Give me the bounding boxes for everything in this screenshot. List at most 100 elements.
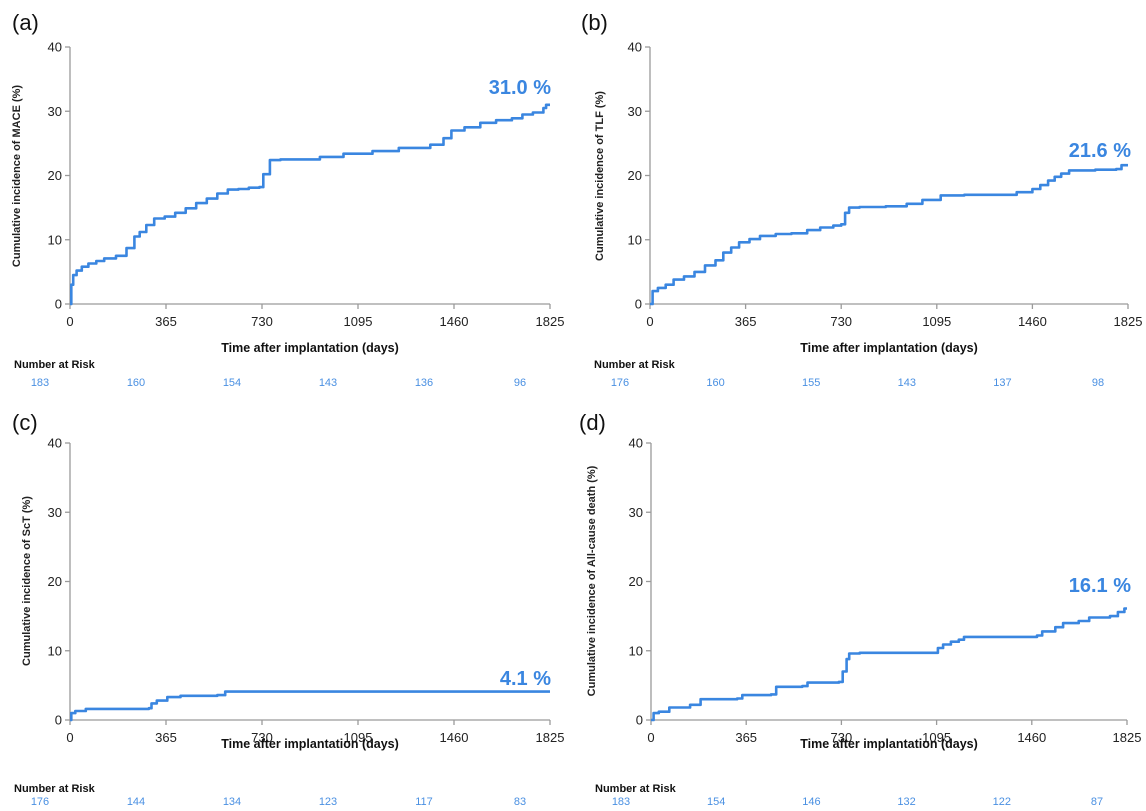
final-value-label: 4.1 % [500,668,551,690]
risk-count: 143 [319,377,337,389]
y-tick-label: 30 [48,505,62,520]
x-tick-label: 1095 [344,730,373,745]
incidence-curve [70,690,550,722]
risk-count: 98 [1092,377,1104,389]
risk-count: 123 [319,796,337,808]
y-tick-label: 20 [628,168,642,183]
y-axis-label: Cumulative incidence of TLF (%) [594,91,606,261]
panel-b: (b) 0 10 20 30 40 0 365 730 1095 1460 1825 Time afte… [573,0,1146,405]
y-tick-label: 10 [48,643,62,658]
risk-count: 183 [612,796,630,808]
risk-count: 176 [31,796,49,808]
x-tick-label: 1825 [536,314,565,329]
y-tick-label: 10 [48,232,62,247]
risk-title: Number at Risk [14,359,96,371]
y-tick-label: 0 [55,297,62,312]
incidence-curve [70,103,550,306]
y-tick-label: 0 [55,713,62,728]
x-tick-label: 365 [735,730,757,745]
final-value-label: 31.0 % [489,77,551,99]
y-tick-label: 40 [628,40,642,55]
chart-mace: (a) 0 10 20 30 40 0 365 730 1095 1460 1825 Time afte… [11,10,565,389]
final-value-label: 21.6 % [1069,140,1131,162]
x-tick-label: 0 [646,314,653,329]
panel-a: (a) 0 10 20 30 40 0 365 730 1095 1460 1825 Time afte… [0,0,573,405]
chart-sct: (c) 0 10 20 30 40 0 365 730 1095 1460 1825 Time afte… [12,410,565,808]
risk-count: 136 [415,377,433,389]
y-tick-label: 20 [629,574,643,589]
risk-count: 122 [993,796,1011,808]
y-tick-label: 30 [628,104,642,119]
risk-count: 154 [223,377,241,389]
x-tick-label: 730 [831,730,853,745]
y-axis-label: Cumulative incidence of ScT (%) [21,496,33,666]
y-tick-label: 30 [629,505,643,520]
risk-count: 83 [514,796,526,808]
panel-label: (b) [581,10,608,35]
y-tick-label: 40 [629,436,643,451]
risk-count: 160 [127,377,145,389]
x-axis-label: Time after implantation (days) [221,341,399,355]
x-tick-label: 1460 [1017,730,1046,745]
x-axis-label: Time after implantation (days) [800,737,978,751]
risk-count: 146 [802,796,820,808]
panel-d: (d) 0 10 20 30 40 0 365 730 1095 1460 1825 Time afte… [573,405,1146,811]
y-tick-label: 20 [48,168,62,183]
x-tick-label: 1460 [440,314,469,329]
panel-label: (c) [12,410,38,435]
x-tick-label: 1095 [344,314,373,329]
y-tick-label: 40 [48,40,62,55]
risk-count: 87 [1091,796,1103,808]
chart-all-cause-death: (d) 0 10 20 30 40 0 365 730 1095 1460 1825 Time afte… [579,410,1142,808]
y-axis-label: Cumulative incidence of MACE (%) [11,85,23,267]
y-tick-label: 10 [629,643,643,658]
x-tick-label: 1825 [536,730,565,745]
risk-count: 143 [898,377,916,389]
panel-c: (c) 0 10 20 30 40 0 365 730 1095 1460 1825 Time afte… [0,405,573,811]
y-tick-label: 20 [48,574,62,589]
x-tick-label: 1825 [1114,314,1143,329]
incidence-curve [651,607,1127,722]
panel-label: (a) [12,10,39,35]
risk-count: 132 [897,796,915,808]
risk-title: Number at Risk [594,359,676,371]
y-tick-label: 0 [636,713,643,728]
x-tick-label: 730 [251,730,273,745]
x-tick-label: 365 [155,314,177,329]
risk-count: 176 [611,377,629,389]
y-tick-label: 10 [628,232,642,247]
y-tick-label: 30 [48,104,62,119]
x-tick-label: 1460 [440,730,469,745]
x-axis-label: Time after implantation (days) [221,737,399,751]
x-tick-label: 365 [155,730,177,745]
risk-count: 117 [415,796,433,808]
risk-title: Number at Risk [595,783,677,795]
risk-count: 134 [223,796,241,808]
chart-tlf: (b) 0 10 20 30 40 0 365 730 1095 1460 1825 Time afte… [581,10,1143,389]
y-tick-label: 0 [635,297,642,312]
risk-count: 154 [707,796,725,808]
risk-title: Number at Risk [14,783,96,795]
x-tick-label: 0 [66,314,73,329]
incidence-curve [650,163,1128,306]
y-tick-label: 40 [48,436,62,451]
x-tick-label: 1460 [1018,314,1047,329]
x-tick-label: 0 [647,730,654,745]
x-tick-label: 1825 [1113,730,1142,745]
panel-label: (d) [579,410,606,435]
final-value-label: 16.1 % [1069,575,1131,597]
x-tick-label: 365 [735,314,757,329]
risk-count: 155 [802,377,820,389]
x-tick-label: 730 [251,314,273,329]
risk-count: 183 [31,377,49,389]
x-tick-label: 1095 [922,730,951,745]
y-axis-label: Cumulative incidence of All-cause death … [586,465,598,696]
x-tick-label: 1095 [922,314,951,329]
x-tick-label: 730 [830,314,852,329]
risk-count: 160 [706,377,724,389]
risk-count: 137 [993,377,1011,389]
risk-count: 144 [127,796,145,808]
x-axis-label: Time after implantation (days) [800,341,978,355]
risk-count: 96 [514,377,526,389]
x-tick-label: 0 [66,730,73,745]
